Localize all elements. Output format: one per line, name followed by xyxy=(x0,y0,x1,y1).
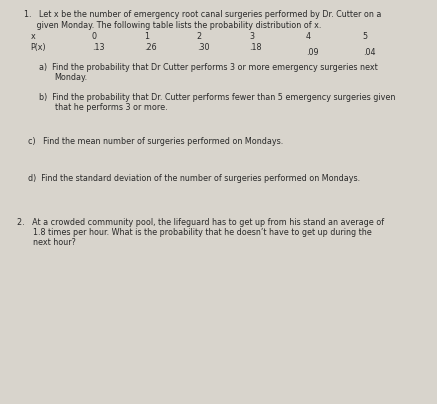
Text: 1.8 times per hour. What is the probability that he doesn’t have to get up durin: 1.8 times per hour. What is the probabil… xyxy=(33,228,371,237)
Text: .26: .26 xyxy=(144,43,157,52)
Text: 4: 4 xyxy=(306,32,311,41)
Text: 2.   At a crowded community pool, the lifeguard has to get up from his stand an : 2. At a crowded community pool, the life… xyxy=(17,218,385,227)
Text: given Monday. The following table lists the probability distribution of x.: given Monday. The following table lists … xyxy=(24,21,321,30)
Text: 3: 3 xyxy=(249,32,254,41)
Text: 1: 1 xyxy=(144,32,149,41)
Text: Monday.: Monday. xyxy=(55,73,88,82)
Text: .13: .13 xyxy=(92,43,104,52)
Text: 5: 5 xyxy=(363,32,368,41)
Text: .30: .30 xyxy=(197,43,209,52)
Text: P(x): P(x) xyxy=(31,43,46,52)
Text: .04: .04 xyxy=(363,48,375,57)
Text: .18: .18 xyxy=(249,43,262,52)
Text: that he performs 3 or more.: that he performs 3 or more. xyxy=(55,103,167,112)
Text: next hour?: next hour? xyxy=(33,238,76,247)
Text: d)  Find the standard deviation of the number of surgeries performed on Mondays.: d) Find the standard deviation of the nu… xyxy=(28,174,361,183)
Text: c)   Find the mean number of surgeries performed on Mondays.: c) Find the mean number of surgeries per… xyxy=(28,137,284,146)
Text: 2: 2 xyxy=(197,32,202,41)
Text: 1.   Let x be the number of emergency root canal surgeries performed by Dr. Cutt: 1. Let x be the number of emergency root… xyxy=(24,10,382,19)
Text: 0: 0 xyxy=(92,32,97,41)
Text: b)  Find the probability that Dr. Cutter performs fewer than 5 emergency surgeri: b) Find the probability that Dr. Cutter … xyxy=(39,93,396,102)
Text: a)  Find the probability that Dr Cutter performs 3 or more emergency surgeries n: a) Find the probability that Dr Cutter p… xyxy=(39,63,378,72)
Text: .09: .09 xyxy=(306,48,319,57)
Text: x: x xyxy=(31,32,35,41)
